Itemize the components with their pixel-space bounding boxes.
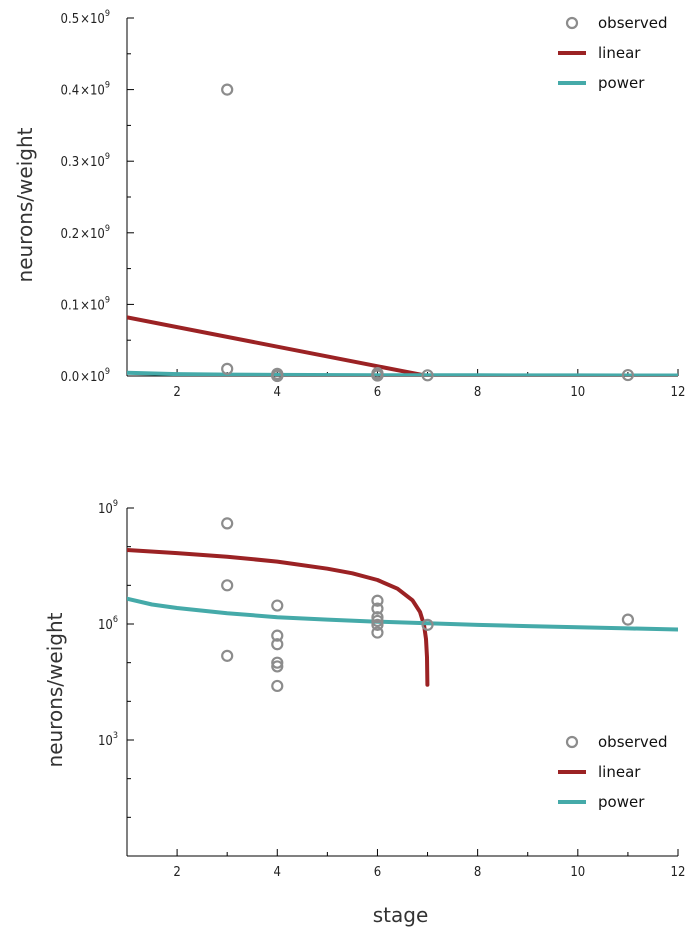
power-fit-line	[127, 596, 678, 632]
legend-marker-observed	[565, 735, 579, 749]
x-tick-label: 6	[374, 865, 381, 880]
x-tick-label: 2	[173, 865, 180, 880]
y-tick-label: 109	[98, 499, 118, 517]
observed-point	[221, 649, 234, 662]
observed-point	[421, 618, 434, 631]
legend-label: linear	[598, 44, 641, 62]
observed-point	[421, 369, 434, 382]
observed-point	[621, 613, 635, 626]
observed-point	[271, 660, 284, 673]
y-tick-label: 0.1×109	[61, 295, 110, 313]
y-tick-label: 0.3×109	[61, 152, 110, 170]
bottom-panel: 2 4 6 8 10 12 103 106 109 observed linear power neur…	[43, 499, 685, 927]
x-tick-label: 12	[671, 865, 686, 880]
x-tick-label: 10	[570, 865, 585, 880]
y-tick-label: 0.0×109	[61, 367, 110, 385]
observed-point	[221, 362, 234, 375]
observed-point	[221, 579, 234, 592]
observed-point	[621, 368, 635, 382]
observed-point	[371, 369, 384, 382]
x-tick-label: 8	[474, 865, 481, 880]
x-tick-label: 4	[274, 865, 281, 880]
legend: observed linear power	[558, 733, 668, 811]
top-panel: 2 4 6 8 10 12 0.0×109 0.1×109 0.2×109 0.3×109 0.4×…	[13, 9, 685, 400]
plot-area	[127, 548, 678, 687]
power-fit-line	[127, 370, 678, 376]
linear-fit-line	[127, 548, 430, 687]
observed-point	[221, 83, 234, 96]
legend-label: observed	[598, 733, 668, 751]
legend-label: power	[598, 793, 645, 811]
y-axis-title: neurons/weight	[13, 127, 37, 282]
legend-label: linear	[598, 763, 641, 781]
observed-point	[271, 679, 284, 693]
x-tick-label: 4	[274, 385, 281, 400]
observed-point	[371, 618, 384, 631]
observed-point	[271, 369, 284, 383]
observed-point	[221, 517, 234, 530]
observed-point	[271, 599, 284, 612]
x-tick-label: 10	[570, 385, 585, 400]
x-axis-title: stage	[373, 903, 429, 927]
linear-fit-line	[127, 315, 430, 376]
observed-point	[371, 626, 384, 639]
y-tick-label: 0.2×109	[61, 224, 110, 242]
observed-point	[371, 594, 384, 607]
legend: observed linear power	[558, 14, 668, 92]
x-tick-label: 8	[474, 385, 481, 400]
observed-point	[271, 629, 284, 642]
observed-point	[271, 656, 284, 669]
observed-point	[271, 638, 284, 651]
y-axis-title: neurons/weight	[43, 612, 67, 767]
observed-point	[371, 614, 384, 628]
y-tick-label: 106	[98, 615, 118, 633]
y-tick-label: 103	[98, 731, 118, 749]
y-tick-label: 0.4×109	[61, 81, 110, 99]
legend-marker-observed	[565, 16, 579, 30]
observed-point	[371, 602, 384, 615]
x-tick-label: 12	[671, 385, 686, 400]
observed-point	[371, 611, 384, 624]
y-tick-label: 0.5×109	[61, 9, 110, 27]
legend-label: power	[598, 74, 645, 92]
plot-area	[127, 315, 678, 376]
x-tick-label: 6	[374, 385, 381, 400]
legend-label: observed	[598, 14, 668, 32]
x-tick-label: 2	[173, 385, 180, 400]
